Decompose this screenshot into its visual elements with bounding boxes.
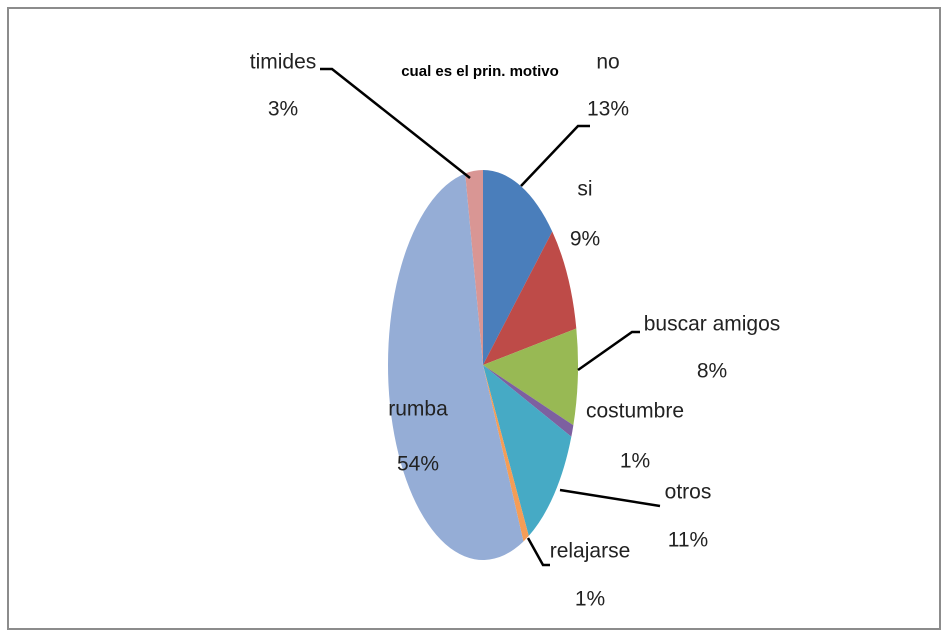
- leader-line: [320, 67, 471, 179]
- pie-slice: [465, 170, 483, 365]
- pie-slice: [388, 173, 524, 560]
- slice-label: otros: [665, 481, 712, 504]
- slice-label: relajarse: [550, 540, 631, 563]
- leader-line: [559, 488, 661, 508]
- slice-value-label: 13%: [587, 98, 629, 121]
- pie-slice: [483, 365, 529, 542]
- pie-slice: [483, 365, 574, 437]
- pie-slice: [483, 365, 572, 536]
- leader-line: [577, 330, 640, 372]
- slice-label: costumbre: [586, 400, 684, 423]
- pie-slice: [483, 328, 579, 426]
- slice-value-label: 54%: [397, 453, 439, 476]
- pie-slice: [483, 170, 553, 365]
- slice-value-label: 3%: [268, 98, 298, 121]
- slice-label: no: [596, 51, 619, 74]
- slice-label: timides: [250, 51, 317, 74]
- slice-label: buscar amigos: [644, 313, 781, 336]
- slice-value-label: 9%: [570, 228, 600, 251]
- slice-value-label: 1%: [575, 588, 605, 611]
- slice-label: si: [577, 178, 592, 201]
- slice-value-label: 1%: [620, 450, 650, 473]
- pie-slice: [483, 231, 577, 365]
- slice-label: rumba: [388, 398, 448, 421]
- leader-line: [526, 537, 550, 567]
- slice-value-label: 11%: [668, 529, 708, 552]
- leader-line: [520, 124, 590, 187]
- chart-title: cual es el prin. motivo: [401, 63, 559, 80]
- slice-value-label: 8%: [697, 360, 727, 383]
